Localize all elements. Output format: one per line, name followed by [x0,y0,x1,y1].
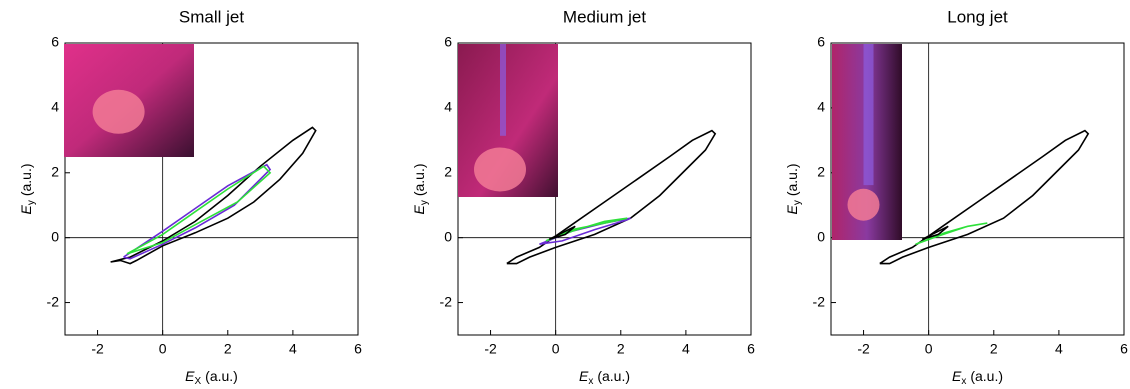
axis-unit: (a.u.) [597,368,630,384]
photo-jet [863,44,874,186]
plot-frame [64,42,359,336]
axis-subscript: y [26,200,37,205]
axis-label: EX (a.u.) [185,368,238,387]
axis-label: Ey (a.u.) [411,163,430,214]
x-tick-label: 4 [682,341,690,357]
x-tick-label: 4 [1055,341,1063,357]
data-loop [548,225,576,241]
x-tick-label: 2 [224,341,232,357]
axis-subscript: x [961,376,966,387]
axis-symbol: E [18,205,34,215]
data-loop [915,222,988,245]
photo-jet [500,44,506,136]
chart-title: Medium jet [563,7,646,26]
axis-subscript: X [194,376,201,387]
x-tick-label: 6 [1120,341,1128,357]
x-tick-label: 6 [354,341,362,357]
x-tick-label: 0 [159,341,167,357]
y-tick-label: 0 [51,228,59,244]
x-tick-label: -2 [484,341,497,357]
panel: Medium jet -2 0 2 4 6 -2 0 2 4 6 Ex (a.u.) Ey (a.u.) [411,7,755,386]
data-loop [921,225,949,241]
data-loop [123,163,272,260]
data-loop [879,129,1090,265]
plot-frame [830,42,1125,336]
axis-unit: (a.u.) [411,163,427,196]
panel: Long jet -2 0 2 4 6 -2 0 2 4 6 Ex (a.u.) Ey (a.u.) [784,7,1128,386]
axis-symbol: E [411,205,427,215]
x-tick-label: 2 [617,341,625,357]
y-tick-label: 4 [51,99,59,115]
axis-label: Ey (a.u.) [18,163,37,214]
data-loop [110,126,317,265]
y-tick-label: 6 [444,34,452,50]
axis-label: Ey (a.u.) [784,163,803,214]
data-loop [126,165,272,255]
x-tick-label: -2 [857,341,870,357]
axis-label: Ex (a.u.) [579,368,630,387]
data-loop [506,129,717,265]
x-tick-label: 4 [289,341,297,357]
axis-label: Ex (a.u.) [952,368,1003,387]
axis-symbol: E [952,368,962,384]
y-tick-label: 2 [444,163,452,179]
y-tick-label: 6 [817,34,825,50]
x-tick-label: 2 [990,341,998,357]
x-tick-label: 0 [552,341,560,357]
x-tick-label: 6 [747,341,755,357]
photo-glow [474,147,526,192]
chart-title: Small jet [179,7,244,26]
y-tick-label: 2 [51,163,59,179]
y-tick-label: 4 [444,99,452,115]
chart-title: Long jet [947,7,1008,26]
axis-symbol: E [185,368,195,384]
y-tick-label: -2 [440,293,453,309]
y-tick-label: 6 [51,34,59,50]
x-tick-label: 0 [925,341,933,357]
axis-symbol: E [784,205,800,215]
axis-unit: (a.u.) [970,368,1003,384]
y-tick-label: 2 [817,163,825,179]
y-tick-label: -2 [47,293,60,309]
photo-glow [92,89,145,134]
axis-subscript: y [792,200,803,205]
axis-unit: (a.u.) [18,163,34,196]
y-tick-label: 4 [817,99,825,115]
axis-subscript: x [588,376,593,387]
y-tick-label: -2 [813,293,826,309]
y-tick-label: 0 [444,228,452,244]
axis-subscript: y [419,200,430,205]
photo-glow [847,188,880,221]
y-tick-label: 0 [817,228,825,244]
axis-unit: (a.u.) [205,368,238,384]
axis-symbol: E [579,368,589,384]
axis-unit: (a.u.) [784,163,800,196]
x-tick-label: -2 [91,341,104,357]
data-loop [539,217,631,245]
